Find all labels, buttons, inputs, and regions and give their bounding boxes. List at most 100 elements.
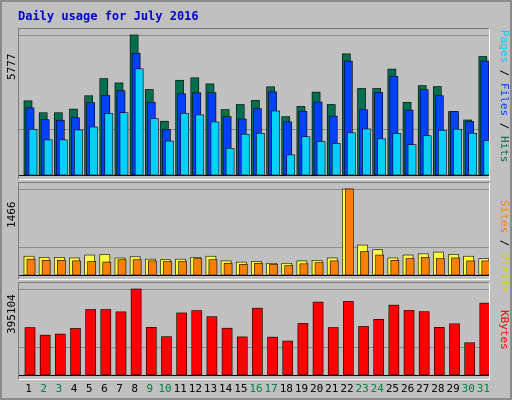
y-max-label-visits: 1466	[5, 201, 18, 229]
kbytes-bar-day-12	[191, 310, 203, 376]
sites-bar-day-11	[178, 261, 187, 276]
kbytes-bar-day-27	[418, 311, 430, 376]
x-tick-label-day-15: 15	[234, 382, 248, 395]
pages-bar-day-10	[165, 140, 174, 176]
sites-visits-chart	[19, 188, 489, 276]
pages-bar-day-8	[134, 68, 144, 176]
pages-bar-day-2	[43, 139, 53, 176]
sites-bar-day-22	[345, 188, 354, 276]
x-tick-label-day-21: 21	[325, 382, 339, 395]
x-tick-label-day-17: 17	[264, 382, 278, 395]
x-tick-label-day-30: 30	[461, 382, 475, 395]
right-legend-hits-panel: Pages / Files / Hits	[498, 30, 511, 163]
pages-bar-day-22	[347, 132, 356, 176]
right-legend-sites-panel: Sites / Visits	[498, 200, 511, 293]
kbytes-bar-day-18	[282, 340, 294, 376]
pages-bar-day-31	[483, 140, 489, 176]
pages-bar-day-23	[362, 128, 371, 176]
legend-sites: Sites	[498, 200, 511, 234]
x-tick-label-day-25: 25	[385, 382, 400, 395]
sites-bar-day-21	[329, 260, 339, 276]
pages-bar-day-24	[377, 138, 387, 176]
legend-sep-1: /	[498, 63, 511, 83]
kbytes-bar-day-24	[373, 318, 385, 376]
pages-bar-day-25	[392, 133, 402, 176]
pages-bar-day-28	[438, 130, 447, 176]
kbytes-bar-day-30	[464, 342, 475, 376]
sites-visits-panel	[18, 182, 490, 280]
sites-bar-day-12	[193, 258, 203, 276]
kbytes-bar-day-16	[252, 307, 263, 376]
kbytes-bar-day-20	[312, 301, 324, 376]
kbytes-bar-day-13	[206, 316, 218, 376]
pages-bar-day-4	[74, 129, 83, 176]
kbytes-bar-day-3	[55, 333, 66, 376]
x-tick-label-day-29: 29	[446, 382, 460, 395]
x-tick-label-day-1: 1	[25, 382, 32, 395]
right-legend-kbytes-panel: KBytes	[498, 310, 511, 350]
x-tick-label-day-3: 3	[55, 382, 63, 395]
pages-bar-day-7	[119, 112, 129, 176]
pages-bar-day-12	[195, 114, 205, 176]
pages-bar-day-20	[316, 141, 326, 176]
x-tick-label-day-24: 24	[370, 382, 384, 395]
x-tick-label-day-23: 23	[355, 382, 369, 395]
kbytes-bar-day-31	[479, 302, 489, 376]
sites-bar-day-5	[87, 261, 96, 276]
sites-bar-day-20	[314, 262, 324, 276]
x-tick-label-day-28: 28	[431, 382, 445, 395]
sites-bar-day-2	[41, 260, 51, 276]
x-tick-label-day-10: 10	[158, 382, 172, 395]
x-tick-label-day-13: 13	[203, 382, 218, 395]
pages-bar-day-29	[453, 128, 462, 176]
y-max-label-kbytes: 395104	[5, 294, 18, 334]
chart-title: Daily usage for July 2016	[18, 9, 199, 23]
x-tick-label-day-20: 20	[310, 382, 324, 395]
pages-bar-day-16	[256, 133, 265, 176]
kbytes-bar-day-21	[327, 327, 339, 376]
pages-bar-day-18	[286, 154, 296, 176]
legend-visits: Visits	[498, 253, 511, 293]
kbytes-bar-day-28	[434, 327, 445, 376]
kbytes-bar-day-26	[403, 310, 415, 376]
kbytes-bar-day-5	[85, 309, 96, 376]
kbytes-chart	[19, 288, 489, 376]
sites-bar-day-6	[102, 261, 112, 276]
sites-bar-day-15	[238, 264, 248, 276]
x-tick-label-day-4: 4	[70, 382, 78, 395]
legend-files: Files	[498, 83, 511, 117]
pages-bar-day-6	[104, 113, 114, 176]
kbytes-panel	[18, 282, 490, 380]
sites-bar-day-1	[26, 258, 36, 276]
sites-bar-day-26	[405, 258, 415, 276]
pages-bar-day-21	[331, 143, 341, 176]
kbytes-bar-day-4	[70, 328, 81, 376]
pages-bar-day-17	[271, 110, 280, 176]
pages-bar-day-26	[407, 144, 417, 176]
kbytes-bar-day-8	[130, 288, 142, 376]
kbytes-bar-day-19	[297, 323, 309, 376]
y-max-label-hits: 5777	[5, 53, 18, 81]
pages-bar-day-14	[225, 148, 235, 176]
legend-pages: Pages	[498, 30, 511, 64]
sites-bar-day-13	[208, 259, 218, 276]
sites-bar-day-7	[117, 259, 127, 276]
kbytes-bar-day-2	[39, 334, 51, 376]
x-tick-label-day-11: 11	[173, 382, 187, 395]
x-tick-label-day-2: 2	[40, 382, 48, 395]
sites-bar-day-14	[223, 262, 233, 276]
legend-hits: Hits	[498, 136, 511, 163]
hits-files-pages-chart	[19, 34, 489, 176]
pages-bar-day-30	[468, 133, 477, 176]
kbytes-bar-day-23	[358, 326, 369, 376]
sites-bar-day-3	[57, 260, 66, 276]
sites-bar-day-27	[420, 257, 430, 276]
kbytes-bar-day-29	[449, 323, 460, 376]
sites-bar-day-4	[72, 260, 81, 276]
kbytes-bar-day-17	[267, 336, 278, 376]
legend-kbytes: KBytes	[498, 310, 511, 350]
x-tick-label-day-31: 31	[476, 382, 491, 395]
kbytes-bar-day-9	[145, 327, 157, 376]
x-tick-label-day-26: 26	[400, 382, 415, 395]
